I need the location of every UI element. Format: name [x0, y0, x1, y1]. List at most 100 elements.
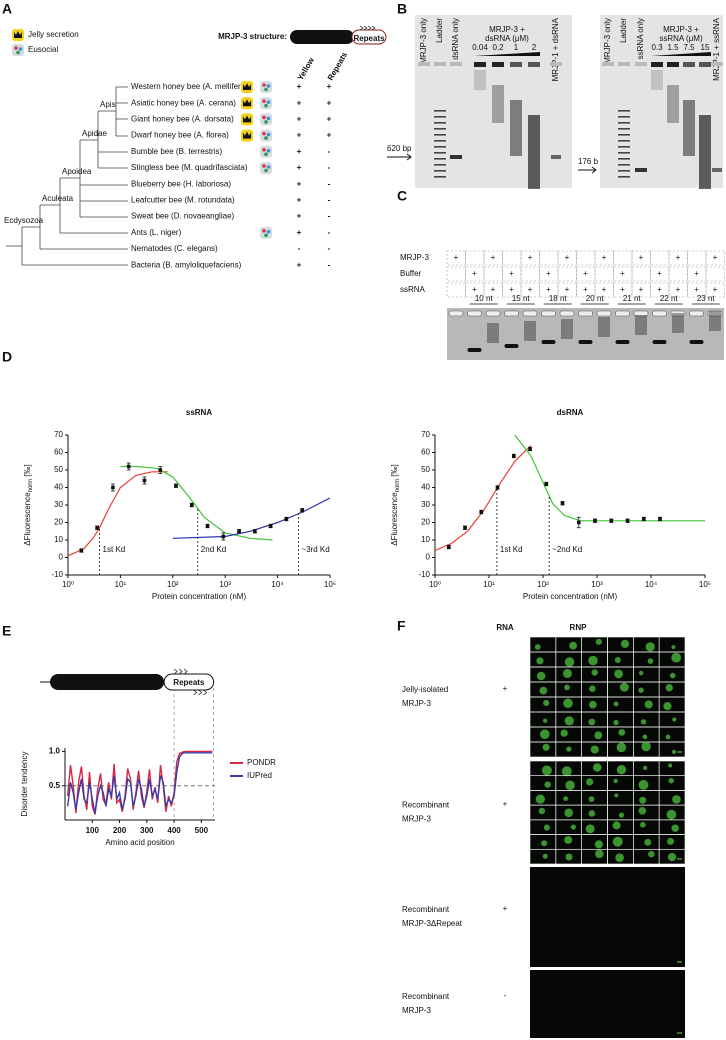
x-tick-label: 400 [167, 826, 181, 835]
lane-mark: + [639, 253, 644, 262]
data-point [268, 524, 273, 528]
size-marker: 176 b [578, 157, 599, 166]
group-label: ssRNA (μM) [659, 34, 703, 43]
yellow-presence: + [297, 196, 302, 205]
droplet [665, 684, 673, 692]
gel-well [615, 310, 630, 317]
gel-band [712, 168, 722, 172]
cell-outline [705, 250, 725, 266]
y-axis-label-sub: norm [28, 479, 34, 493]
data-point [576, 520, 581, 525]
gel-smear [487, 323, 499, 343]
yellow-domain-label: MRJP / Protein yellow [66, 677, 150, 686]
gel-smear [683, 100, 695, 156]
row-label: ssRNA [400, 285, 426, 294]
concentration-label: 2 [532, 43, 537, 52]
gel-smear [492, 85, 504, 123]
gel-well [559, 310, 575, 317]
droplet [564, 684, 570, 691]
yellow-presence: + [297, 179, 302, 188]
gel-well [707, 310, 723, 317]
lane-mark: + [620, 285, 625, 294]
group-label: MRJP-3 + [663, 25, 699, 34]
ladder-band [434, 128, 446, 130]
lane-mark: + [583, 269, 588, 278]
gel-band [615, 340, 630, 344]
row-label: MRJP-3 [402, 699, 431, 708]
length-label: 21 nt [623, 294, 642, 303]
gel-well [550, 62, 562, 66]
droplet [538, 807, 546, 815]
x-tick-label: 10⁰ [62, 580, 74, 589]
droplet [618, 728, 626, 736]
data-point [126, 464, 131, 469]
repeats-presence: - [328, 228, 331, 237]
droplet [560, 729, 568, 737]
length-label: 10 nt [475, 294, 494, 303]
structure-title: MRJP-3 structure: [218, 32, 287, 41]
droplet [639, 796, 647, 804]
marker-arrow [387, 153, 412, 161]
gel-well [711, 62, 723, 66]
gel-well-shift [699, 62, 711, 67]
eusocial-dot [264, 120, 268, 124]
ladder-band [434, 170, 446, 172]
image-tile [658, 741, 686, 758]
concentration-label: 1 [514, 43, 519, 52]
droplet [618, 812, 625, 818]
cell-outline [520, 266, 540, 282]
cell-outline [483, 266, 503, 282]
data-point [560, 501, 565, 506]
cell-outline [502, 250, 522, 266]
repeats-presence: - [328, 244, 331, 253]
kd-label: 1st Kd [103, 545, 126, 554]
gel-smear [524, 321, 536, 341]
phylogeny-tree [6, 86, 128, 266]
droplet [536, 657, 544, 665]
repeats-domain-label: Repeats [173, 678, 205, 687]
yellow-presence: + [297, 228, 302, 237]
yellow-domain-label: Protein yellow [295, 32, 350, 41]
eusocial-dot [264, 152, 268, 157]
ladder-band [618, 146, 630, 148]
gel-well [448, 310, 464, 317]
droplet [543, 824, 550, 831]
eusocial-dot [264, 103, 268, 108]
y-tick-label: 30 [54, 500, 63, 509]
gel-smear [561, 319, 573, 339]
gel-smear [667, 85, 679, 123]
ladder-band [618, 164, 630, 166]
marker-arrow [578, 166, 597, 174]
droplet [563, 796, 569, 802]
row-label: MRJP-3 [400, 253, 429, 262]
droplet [542, 743, 550, 751]
gel-well-shift [667, 62, 679, 67]
droplet [595, 638, 602, 645]
y-tick-label: 50 [54, 465, 63, 474]
eusocial-dot [266, 230, 271, 234]
cell-outline [687, 250, 707, 266]
cell-outline [613, 250, 633, 266]
gel-band [689, 340, 704, 344]
gel-well [541, 310, 556, 317]
gel-well-shift [528, 62, 540, 67]
legend-entry: Eusocial [28, 45, 58, 54]
gel-well [689, 310, 704, 317]
lane-mark: + [528, 253, 533, 262]
jelly-icon-crown [14, 31, 22, 38]
gel-well-shift [474, 62, 486, 67]
eusocial-dot [262, 164, 266, 168]
lane-mark: + [565, 253, 570, 262]
panel-label: B [397, 1, 407, 17]
y-tick-label: 10 [54, 535, 63, 544]
eusocial-dot [266, 132, 271, 137]
kd-label: 1st Kd [500, 545, 523, 554]
ladder-band [618, 158, 630, 160]
cell-outline [557, 266, 577, 282]
gel-well-shift [492, 62, 504, 67]
droplet [616, 742, 627, 753]
droplet [671, 824, 679, 832]
species-name: Giant honey bee (A. dorsata) [131, 115, 234, 124]
droplet [564, 716, 574, 726]
droplet [671, 652, 682, 663]
